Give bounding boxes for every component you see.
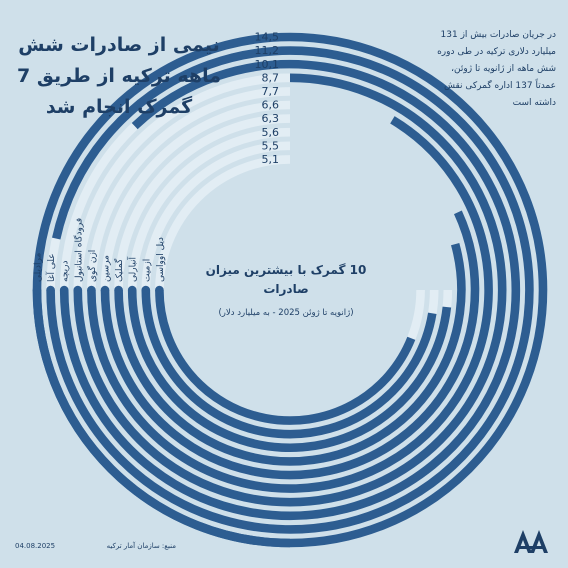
date-label: 04.08.2025 <box>15 542 56 550</box>
bar <box>155 289 416 425</box>
category-label: دیل اوواسی <box>156 237 166 282</box>
category-label: علی آغا <box>45 253 57 282</box>
category-label: مرادیلی <box>34 253 44 282</box>
value-label: 10,1 <box>255 58 280 71</box>
bar-cap <box>32 285 42 295</box>
chart-caption: (ژانویه تا ژوئن 2025 - به میلیارد دلار) <box>218 308 354 318</box>
category-label: آنبارلی <box>127 256 139 282</box>
bar-cap <box>59 285 69 295</box>
bar <box>141 289 437 439</box>
bar <box>114 243 466 466</box>
bar-cap <box>127 285 137 295</box>
bar <box>73 73 507 507</box>
value-label: 11,2 <box>255 44 280 57</box>
bar <box>46 46 534 534</box>
category-label: گملیک <box>113 258 125 282</box>
bar-cap <box>46 285 55 295</box>
value-label: 5,1 <box>262 153 280 166</box>
category-label: فرودگاه استانبول <box>72 218 84 282</box>
value-label: 5,6 <box>262 126 280 139</box>
value-label: 7,7 <box>262 85 280 98</box>
source-note: منبع: سازمان آمار ترکیه <box>106 542 176 550</box>
bar-cap <box>114 285 123 295</box>
summary-note: در جریان صادرات بیش از 131 میلیارد دلاری… <box>437 30 556 108</box>
bar <box>127 289 452 453</box>
bar-cap <box>141 285 151 295</box>
bar <box>59 59 521 521</box>
aa-logo-icon <box>514 530 548 553</box>
bar-cap <box>87 285 96 295</box>
category-label: ازن گوی <box>86 250 98 282</box>
bar <box>100 210 480 480</box>
bar-cap <box>73 285 83 295</box>
bar-cap <box>155 285 164 295</box>
value-label: 6,6 <box>262 99 280 112</box>
category-label: مرسین <box>102 255 112 282</box>
value-label: 8,7 <box>262 71 280 84</box>
category-label: دریچه <box>61 261 71 283</box>
chart-title: نیمی از صادرات شش ماهه ترکیه از طریق 7 گ… <box>17 34 221 118</box>
value-label: 14,5 <box>255 31 280 44</box>
chart-subtitle: 10 گمرک با بیشترین میزان صادرات <box>205 263 367 296</box>
category-label: ازمیت <box>142 259 152 282</box>
bar <box>87 116 493 493</box>
value-label: 5,5 <box>262 139 280 152</box>
bar-cap <box>100 285 110 295</box>
value-label: 6,3 <box>262 112 280 125</box>
